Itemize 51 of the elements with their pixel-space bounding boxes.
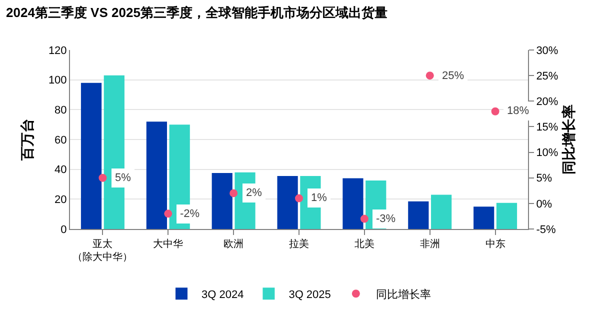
x-tick-label: 中东	[485, 238, 506, 250]
y2-tick-label: 10%	[536, 147, 558, 160]
data-label: 18%	[507, 105, 530, 117]
point	[295, 194, 303, 202]
point	[98, 174, 107, 182]
y-tick-label: 80	[54, 104, 67, 117]
data-label: 5%	[115, 172, 132, 184]
data-label: -3%	[376, 213, 396, 225]
y-tick-label: 100	[48, 74, 67, 87]
x-tick-label: 大中华	[153, 238, 184, 250]
y2-axis-title: 同比增长率	[560, 104, 576, 174]
x-tick-label: 非洲	[420, 238, 440, 250]
bar	[80, 82, 102, 229]
data-label: 2%	[246, 187, 262, 199]
x-tick-label: 欧洲	[224, 238, 244, 250]
legend-label: 同比增长率	[376, 288, 431, 301]
chart-title: 2024第三季度 VS 2025第三季度，全球智能手机市场分区域出货量	[6, 5, 388, 20]
bar	[146, 122, 167, 229]
y-tick-label: 60	[54, 134, 67, 146]
legend-label: 3Q 2025	[288, 288, 331, 301]
x-tick-label: 北美	[354, 238, 374, 250]
legend-label: 3Q 2024	[202, 288, 244, 301]
data-label: -2%	[180, 208, 200, 220]
bar	[408, 201, 429, 229]
y2-tick-label: 0%	[536, 198, 552, 210]
bar	[496, 202, 518, 229]
y-tick-label: 40	[54, 164, 67, 176]
y-tick-label: 0	[60, 224, 67, 236]
data-label: 1%	[311, 192, 328, 204]
y2-tick-label: 5%	[536, 172, 552, 185]
bar	[474, 206, 494, 229]
y2-tick-label: 25%	[536, 70, 558, 82]
point	[491, 107, 500, 116]
bar	[212, 173, 232, 229]
x-tick-label: 亚太（除大中华）	[72, 238, 133, 263]
y2-tick-label: -5%	[536, 224, 556, 236]
bar	[342, 178, 364, 229]
y-tick-label: 20	[54, 194, 67, 206]
bar	[277, 176, 298, 229]
y2-tick-label: 20%	[536, 96, 558, 108]
bar	[431, 194, 452, 229]
data-label: 25%	[442, 70, 464, 82]
y-tick-label: 120	[48, 44, 67, 57]
y-axis-title: 百万台	[19, 118, 35, 162]
y2-tick-label: 30%	[536, 44, 558, 57]
y2-tick-label: 15%	[536, 122, 558, 134]
x-tick-label: 拉美	[289, 238, 309, 250]
point	[360, 214, 368, 223]
point	[230, 189, 238, 198]
point	[164, 210, 172, 218]
point	[426, 72, 434, 80]
